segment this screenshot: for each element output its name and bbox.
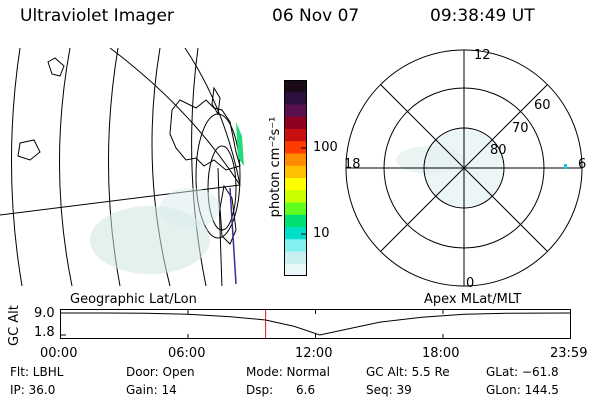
colorbar-segment <box>284 165 307 179</box>
colorbar-segment <box>284 129 307 142</box>
mlt-label-top: 12 <box>474 48 491 63</box>
date-label: 06 Nov 07 <box>272 6 360 26</box>
colorbar-segment <box>284 214 307 228</box>
footer-dsp: Dsp: 6.6 <box>246 383 316 397</box>
time-label: 09:38:49 UT <box>430 6 535 26</box>
colorbar-segment <box>284 116 307 130</box>
footer-glon: GLon: 144.5 <box>486 383 559 397</box>
colorbar-segment <box>284 141 307 154</box>
altitude-ytick-bottom: 1.8 <box>34 325 55 340</box>
altitude-frame <box>60 309 571 339</box>
coastline <box>17 139 41 161</box>
parallel-line <box>109 48 241 186</box>
mlt-label-left: 18 <box>344 157 361 172</box>
mlat-label-80: 80 <box>490 143 507 158</box>
xtick-1200: 12:00 <box>295 346 333 361</box>
geographic-label: Geographic Lat/Lon <box>70 292 197 307</box>
mlat-label-70: 70 <box>512 121 529 136</box>
altitude-plot <box>60 309 571 339</box>
colorbar-tick-10: 10 <box>313 226 330 241</box>
colorbar-segment <box>284 239 307 252</box>
apex-label: Apex MLat/MLT <box>424 292 522 307</box>
instrument-title: Ultraviolet Imager <box>20 6 174 26</box>
mlt-meridian <box>380 84 548 252</box>
coastline <box>169 99 241 171</box>
aurora-spot <box>564 164 567 169</box>
colorbar-frame <box>284 80 307 276</box>
colorbar-segment <box>284 178 307 191</box>
geographic-map <box>0 48 244 286</box>
orbit-track-line <box>229 187 237 285</box>
footer-gain: Gain: 14 <box>126 383 177 397</box>
footer-door: Door: Open <box>126 365 195 379</box>
coastline <box>47 57 65 77</box>
xtick-0600: 06:00 <box>168 346 206 361</box>
colorbar-segment <box>284 104 307 118</box>
colorbar-tick-100: 100 <box>313 140 338 155</box>
mlt-label-bottom: 0 <box>466 276 475 291</box>
colorbar-segment <box>284 153 307 167</box>
altitude-ytick-top: 9.0 <box>34 306 55 321</box>
colorbar-segment <box>284 263 307 276</box>
parallel-line <box>184 48 241 186</box>
footer-seq: Seq: 39 <box>366 383 412 397</box>
colorbar-segment <box>284 80 307 93</box>
xtick-0000: 00:00 <box>40 346 78 361</box>
colorbar-segment <box>284 227 307 240</box>
colorbar-segment <box>284 251 307 265</box>
footer-glat: GLat: −61.8 <box>486 365 559 379</box>
footer-gcalt: GC Alt: 5.5 Re <box>366 365 450 379</box>
colorbar-segment <box>284 92 307 105</box>
mlat-label-60: 60 <box>534 98 551 113</box>
xtick-2359: 23:59 <box>550 346 588 361</box>
altitude-ylabel: GC Alt <box>7 305 22 346</box>
colorbar-label: photon cm⁻²s⁻¹ <box>268 116 283 218</box>
aurora-glow <box>160 188 220 228</box>
mlt-label-right: 6 <box>578 157 587 172</box>
footer-mode: Mode: Normal <box>246 365 330 379</box>
coastline <box>211 86 221 116</box>
aurora-limb <box>236 122 244 166</box>
footer-flt: Flt: LBHL <box>10 365 64 379</box>
meridian-line <box>59 48 73 286</box>
meridian-line <box>11 48 23 286</box>
xtick-1800: 18:00 <box>422 346 460 361</box>
colorbar <box>284 80 307 276</box>
terminator-line <box>217 167 223 286</box>
colorbar-segment <box>284 202 307 216</box>
altitude-curve <box>60 312 571 336</box>
polar-plot <box>345 49 583 287</box>
colorbar-segment <box>284 190 307 203</box>
footer-ip: IP: 36.0 <box>10 383 56 397</box>
